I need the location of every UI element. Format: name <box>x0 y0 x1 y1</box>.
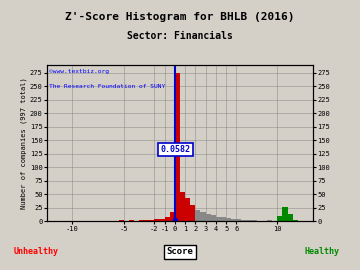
Text: Score: Score <box>167 248 193 256</box>
Bar <box>277 216 283 221</box>
Bar <box>180 192 185 221</box>
Bar <box>226 218 231 221</box>
Bar <box>211 215 216 221</box>
Text: 0.0582: 0.0582 <box>161 145 190 154</box>
Bar <box>237 219 242 221</box>
Text: Sector: Financials: Sector: Financials <box>127 31 233 41</box>
Bar <box>216 217 221 221</box>
Bar <box>170 212 175 221</box>
Bar <box>288 214 293 221</box>
Bar <box>242 220 247 221</box>
Bar <box>201 212 206 221</box>
Text: Z'-Score Histogram for BHLB (2016): Z'-Score Histogram for BHLB (2016) <box>65 12 295 22</box>
Bar <box>144 220 149 221</box>
Bar <box>149 220 154 221</box>
Bar <box>118 220 123 221</box>
Bar <box>159 219 165 221</box>
Bar <box>247 220 252 221</box>
Bar <box>154 219 159 221</box>
Bar <box>267 220 272 221</box>
Bar <box>252 220 257 221</box>
Bar <box>190 205 195 221</box>
Text: The Research Foundation of SUNY: The Research Foundation of SUNY <box>49 84 166 89</box>
Y-axis label: Number of companies (997 total): Number of companies (997 total) <box>21 77 27 209</box>
Text: Healthy: Healthy <box>305 248 340 256</box>
Bar <box>165 217 170 221</box>
Bar <box>293 220 298 221</box>
Text: ©www.textbiz.org: ©www.textbiz.org <box>49 69 109 75</box>
Text: Unhealthy: Unhealthy <box>14 248 58 256</box>
Bar <box>175 73 180 221</box>
Bar <box>139 220 144 221</box>
Bar <box>129 220 134 221</box>
Bar <box>283 207 288 221</box>
Bar <box>206 214 211 221</box>
Bar <box>195 210 201 221</box>
Bar <box>231 219 237 221</box>
Bar <box>185 198 190 221</box>
Bar <box>221 217 226 221</box>
